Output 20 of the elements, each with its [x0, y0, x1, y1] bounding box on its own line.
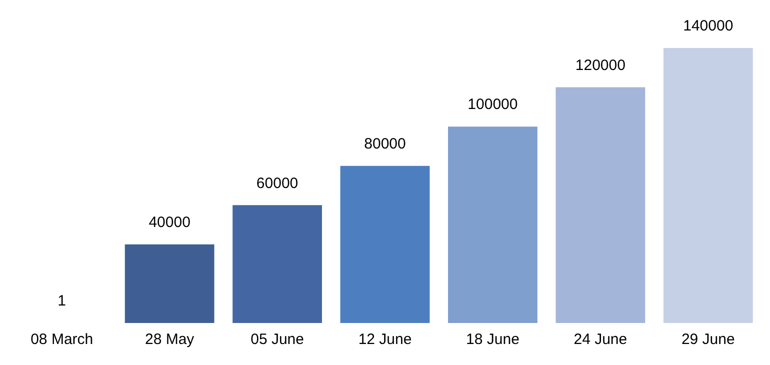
x-tick-label: 24 June [574, 331, 628, 348]
bar [232, 205, 322, 323]
data-label: 140000 [683, 18, 734, 35]
data-label: 120000 [575, 56, 626, 74]
bar [448, 126, 538, 323]
bar [124, 244, 214, 323]
data-label: 60000 [256, 174, 298, 192]
x-tick-label: 08 March [30, 331, 94, 348]
x-tick-label: 12 June [358, 331, 412, 348]
data-label: 40000 [148, 214, 190, 232]
data-label: 100000 [468, 96, 518, 114]
data-label: 1 [58, 292, 66, 310]
bar [556, 87, 646, 323]
x-tick-label: 28 May [144, 331, 195, 348]
bar [663, 48, 753, 323]
x-tick-label: 29 June [681, 331, 735, 348]
bar [340, 166, 430, 323]
x-tick-label: 05 June [250, 331, 304, 348]
data-label: 80000 [364, 136, 406, 152]
x-tick-label: 18 June [466, 331, 520, 348]
